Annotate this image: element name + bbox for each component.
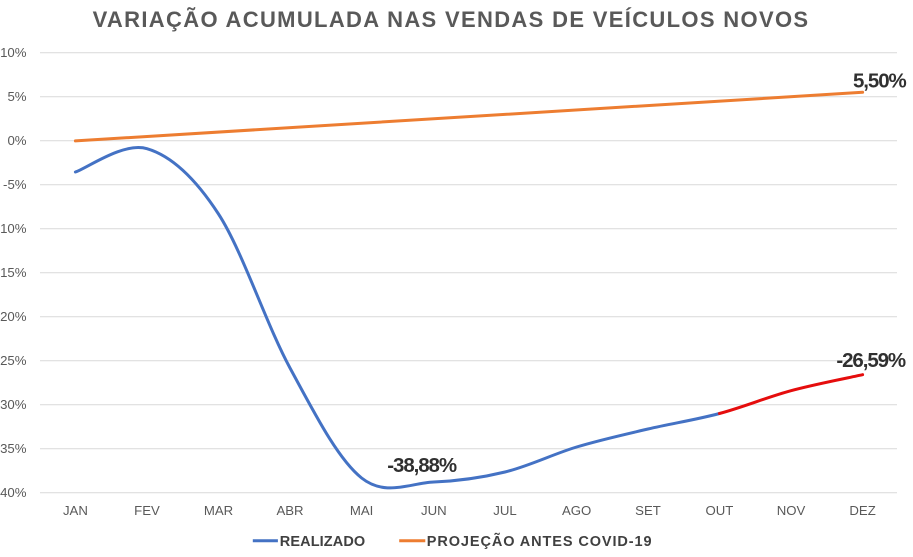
svg-text:5%: 5% xyxy=(7,89,26,104)
svg-text:OUT: OUT xyxy=(705,503,733,518)
svg-text:10%: 10% xyxy=(0,45,27,60)
svg-text:AGO: AGO xyxy=(562,503,591,518)
svg-text:REALIZADO: REALIZADO xyxy=(280,534,365,550)
svg-text:SET: SET xyxy=(635,503,661,518)
svg-text:-40%: -40% xyxy=(0,485,27,500)
svg-text:-15%: -15% xyxy=(0,265,27,280)
svg-text:5,50%: 5,50% xyxy=(853,70,906,93)
svg-text:-10%: -10% xyxy=(0,221,27,236)
svg-text:NOV: NOV xyxy=(777,503,806,518)
svg-text:-35%: -35% xyxy=(0,441,27,456)
svg-text:-30%: -30% xyxy=(0,397,27,412)
svg-text:-38,88%: -38,88% xyxy=(387,454,457,477)
svg-text:ABR: ABR xyxy=(276,503,303,518)
svg-text:-5%: -5% xyxy=(3,177,27,192)
svg-text:-20%: -20% xyxy=(0,309,27,324)
svg-text:PROJEÇÃO ANTES COVID-19: PROJEÇÃO ANTES COVID-19 xyxy=(427,532,653,550)
svg-text:-25%: -25% xyxy=(0,353,27,368)
svg-text:-26,59%: -26,59% xyxy=(836,349,906,372)
svg-text:MAI: MAI xyxy=(350,503,373,518)
svg-text:VARIAÇÃO ACUMULADA NAS VENDAS: VARIAÇÃO ACUMULADA NAS VENDAS DE VEÍCULO… xyxy=(93,7,810,32)
svg-text:MAR: MAR xyxy=(204,503,233,518)
svg-text:DEZ: DEZ xyxy=(849,503,875,518)
svg-text:FEV: FEV xyxy=(134,503,160,518)
svg-text:0%: 0% xyxy=(7,133,26,148)
svg-text:JUN: JUN xyxy=(421,503,447,518)
svg-text:JAN: JAN xyxy=(63,503,88,518)
svg-text:JUL: JUL xyxy=(493,503,516,518)
